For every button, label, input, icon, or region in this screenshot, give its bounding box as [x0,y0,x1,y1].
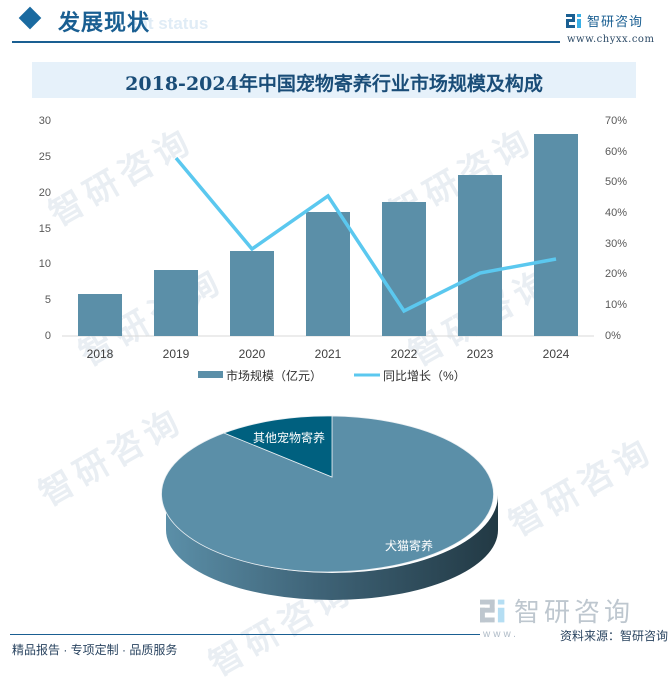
bar-2018 [78,294,122,336]
footer-slogan: 精品报告 · 专项定制 · 品质服务 [12,643,178,657]
page-header: ent status 发展现状 智研咨询 www.chyxx.com [0,0,668,48]
legend: 市场规模（亿元） 同比增长（%） [198,368,466,383]
legend-bar-label: 市场规模（亿元） [226,368,322,383]
svg-text:40%: 40% [605,207,627,219]
svg-text:10%: 10% [605,299,627,311]
pie-label-dogcat: 犬猫寄养 [385,538,433,553]
brand-name: 智研咨询 [587,14,644,29]
svg-text:60%: 60% [605,146,627,158]
svg-text:15: 15 [39,223,51,235]
watermark: 智研咨询 [502,431,661,544]
svg-text:20: 20 [39,187,51,199]
brand-logo-icon [566,13,581,28]
svg-text:30%: 30% [605,238,627,250]
pie-side [166,495,498,600]
svg-text:2022: 2022 [391,347,418,361]
chart-title: 2018-2024年中国宠物寄养行业市场规模及构成 [125,73,543,95]
legend-line-label: 同比增长（%） [383,369,466,383]
bar-2023 [458,175,502,336]
brand-logo-icon [480,599,505,622]
svg-text:2021: 2021 [315,347,342,361]
x-axis-labels: 2018 2019 2020 2021 2022 2023 2024 [87,347,570,361]
footer-source: 资料来源：智研咨询 [560,629,668,643]
pie-chart: 其他宠物寄养 犬猫寄养 [161,415,498,600]
pie-slice-other [222,415,333,478]
diamond-icon [18,6,42,30]
svg-text:2020: 2020 [239,347,266,361]
svg-text:2023: 2023 [467,347,494,361]
combo-chart: 0 5 10 15 20 25 30 0% 10% 20% 30% 40% 50… [39,115,627,383]
svg-text:2019: 2019 [163,347,190,361]
brand: 智研咨询 [566,11,643,30]
growth-line [174,156,557,314]
bar-2024 [534,134,578,336]
svg-text:2024: 2024 [543,347,570,361]
left-axis: 0 5 10 15 20 25 30 [39,115,51,342]
pie-label-other: 其他宠物寄养 [253,430,325,445]
section-subtitle-en: ent status [128,14,209,33]
bar-2021 [306,212,350,336]
bar-2020 [230,251,274,336]
svg-text:20%: 20% [605,268,627,280]
svg-text:25: 25 [39,151,51,163]
svg-text:0%: 0% [605,330,621,342]
footer-www: www. [483,629,519,640]
pie-slice-dogcat [161,415,494,573]
footer-divider [10,634,480,635]
right-axis: 0% 10% 20% 30% 40% 50% 60% 70% [605,115,627,342]
header-divider [12,41,560,43]
svg-text:70%: 70% [605,115,627,127]
footer-brand-watermark: 智研咨询 [480,592,634,629]
svg-text:0: 0 [45,330,51,342]
footer-brand-name: 智研咨询 [514,597,635,627]
chart-title-band: 2018-2024年中国宠物寄养行业市场规模及构成 [32,62,636,98]
bar-series [78,134,578,336]
bar-2019 [154,270,198,336]
svg-text:30: 30 [39,115,51,127]
svg-text:10: 10 [39,258,51,270]
svg-text:50%: 50% [605,176,627,188]
svg-text:5: 5 [45,294,51,306]
svg-text:2018: 2018 [87,347,114,361]
bar-2022 [382,202,426,336]
brand-url: www.chyxx.com [567,34,655,45]
section-title: 发展现状 [58,10,151,36]
legend-bar-swatch [198,371,223,378]
